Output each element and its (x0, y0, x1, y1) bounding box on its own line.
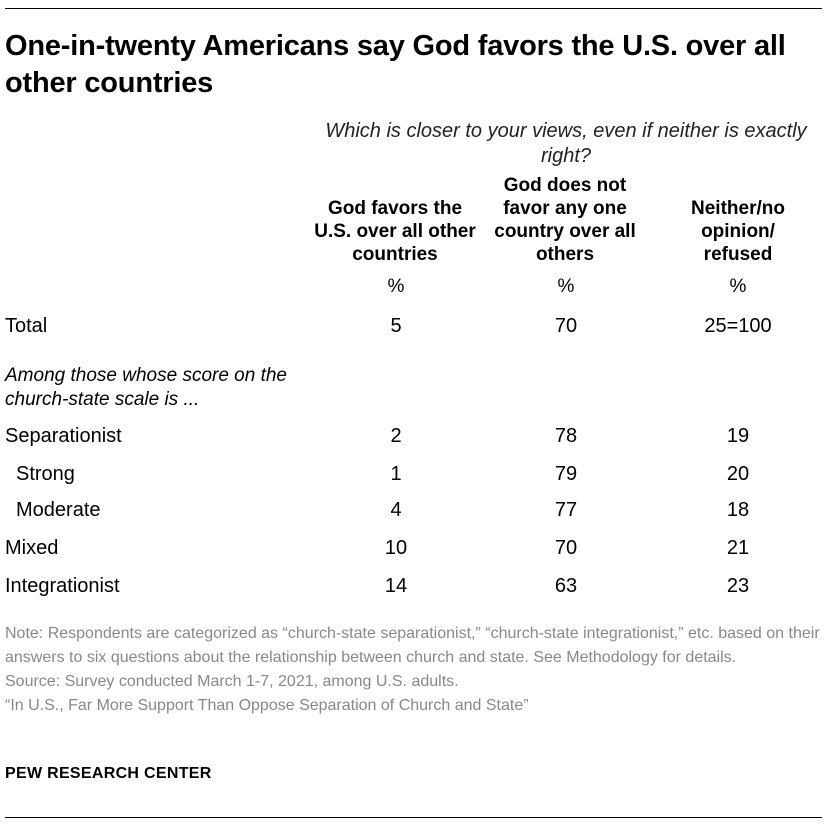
cell-god-favors: 2 (390, 425, 402, 447)
table-subheading: Among those whose score on the church-st… (5, 365, 288, 410)
footnotes: Note: Respondents are categorized as “ch… (5, 622, 825, 718)
note-text: Note: Respondents are categorized as “ch… (5, 625, 820, 666)
table-row-total: Total 5 70 25=100 (0, 311, 840, 341)
cell-neither: 20 (726, 463, 750, 485)
column-unit-1: % (387, 276, 405, 297)
cell-neither: 18 (726, 499, 750, 521)
cell-god-does-not-favor: 70 (554, 537, 578, 559)
cell-god-does-not-favor: 70 (554, 315, 578, 337)
column-header-god-favors-us: God favors the U.S. over all other count… (314, 198, 476, 265)
cell-god-does-not-favor: 78 (554, 425, 578, 447)
bottom-rule (5, 817, 822, 818)
column-unit-3: % (729, 276, 747, 297)
table-row-strong: Strong 1 79 20 (0, 459, 840, 489)
cell-god-favors: 14 (384, 575, 408, 597)
table-row-integrationist: Integrationist 14 63 23 (0, 571, 840, 601)
cell-neither: 25=100 (704, 315, 772, 337)
table-row-mixed: Mixed 10 70 21 (0, 533, 840, 563)
report-title: “In U.S., Far More Support Than Oppose S… (5, 697, 529, 714)
table-row-moderate: Moderate 4 77 18 (0, 495, 840, 525)
cell-god-does-not-favor: 77 (554, 499, 578, 521)
cell-neither: 21 (726, 537, 750, 559)
cell-god-favors: 1 (390, 463, 402, 485)
source-text: Source: Survey conducted March 1-7, 2021… (5, 673, 459, 690)
top-rule (5, 8, 822, 9)
row-label: Integrationist (5, 575, 120, 597)
cell-neither: 23 (726, 575, 750, 597)
cell-god-favors: 5 (390, 315, 402, 337)
cell-god-favors: 10 (384, 537, 408, 559)
row-label: Separationist (5, 425, 122, 447)
row-label: Moderate (16, 499, 101, 521)
row-label: Mixed (5, 537, 59, 559)
table-row-separationist: Separationist 2 78 19 (0, 421, 840, 451)
brand-logo-text: PEW RESEARCH CENTER (5, 765, 212, 782)
row-label: Strong (16, 463, 75, 485)
chart-title: One-in-twenty Americans say God favors t… (5, 30, 786, 99)
row-label: Total (5, 315, 48, 337)
column-unit-2: % (557, 276, 575, 297)
cell-neither: 19 (726, 425, 750, 447)
column-header-god-does-not-favor: God does not favor any one country over … (494, 175, 636, 265)
cell-god-does-not-favor: 79 (554, 463, 578, 485)
column-header-neither: Neither/no opinion/ refused (691, 198, 785, 265)
cell-god-does-not-favor: 63 (554, 575, 578, 597)
survey-question: Which is closer to your views, even if n… (325, 120, 807, 167)
cell-god-favors: 4 (390, 499, 402, 521)
